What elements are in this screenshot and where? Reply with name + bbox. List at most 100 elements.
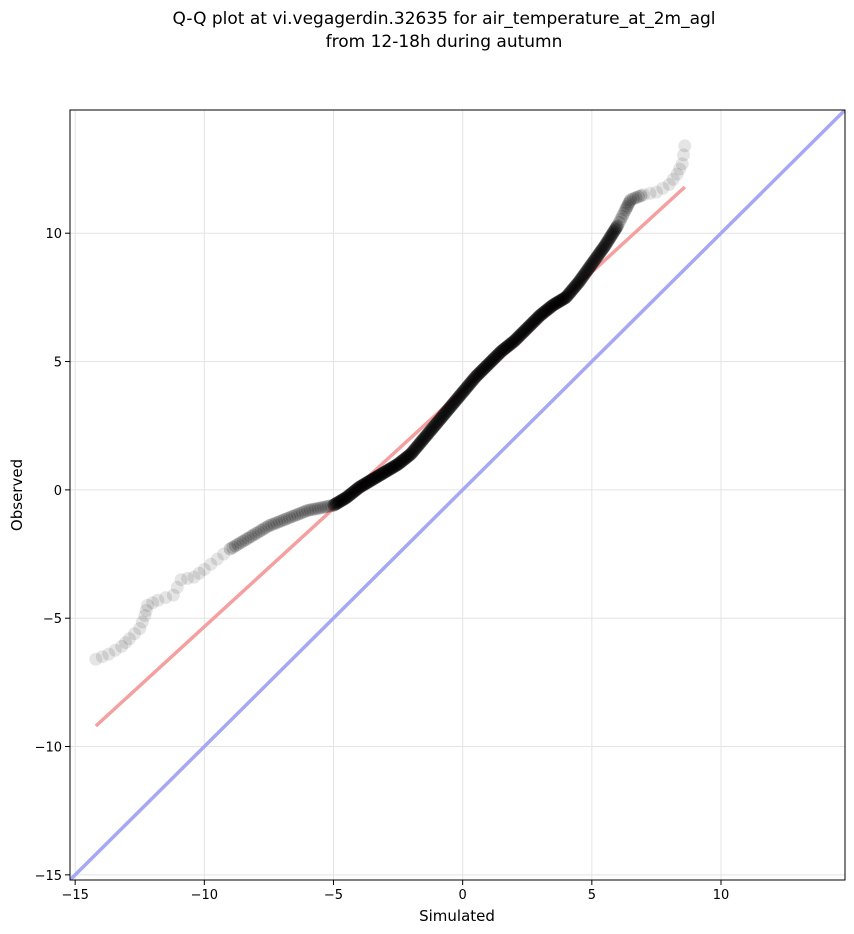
- quantile-point: [464, 376, 478, 390]
- quantile-point: [379, 464, 393, 478]
- quantile-point: [564, 284, 578, 298]
- quantile-point: [288, 509, 302, 523]
- quantile-point: [521, 320, 535, 334]
- quantile-point: [607, 224, 621, 238]
- quantile-point: [492, 347, 506, 361]
- quantile-point: [439, 405, 453, 419]
- quantile-point: [375, 467, 389, 481]
- quantile-point: [506, 335, 520, 349]
- quantile-point: [436, 408, 450, 422]
- quantile-point: [517, 324, 531, 338]
- quantile-point: [311, 501, 325, 515]
- y-tick-label: 5: [54, 356, 62, 371]
- quantile-point: [416, 432, 430, 446]
- quantile-point: [578, 266, 592, 280]
- quantile-point: [578, 267, 592, 281]
- quantile-point: [387, 459, 401, 473]
- quantile-point: [334, 494, 348, 508]
- quantile-point: [267, 517, 281, 531]
- quantile-point: [474, 364, 488, 378]
- quantile-point: [301, 503, 315, 517]
- quantile-point: [505, 336, 519, 350]
- quantile-point: [503, 337, 517, 351]
- quantile-point: [223, 542, 237, 556]
- quantile-point: [374, 467, 388, 481]
- quantile-point: [306, 502, 320, 516]
- quantile-point: [446, 396, 460, 410]
- quantile-point: [423, 424, 437, 438]
- quantile-point: [351, 481, 365, 495]
- quantile-point: [574, 272, 588, 286]
- quantile-point: [451, 391, 465, 405]
- quantile-point: [358, 477, 372, 491]
- quantile-point: [368, 471, 382, 485]
- quantile-point: [337, 492, 351, 506]
- quantile-point: [666, 172, 680, 186]
- quantile-point: [343, 488, 357, 502]
- quantile-point: [139, 604, 153, 617]
- quantile-point: [387, 460, 401, 474]
- quantile-point: [383, 462, 397, 476]
- quantile-point: [405, 445, 419, 459]
- quantile-point: [441, 403, 455, 417]
- fit-line: [94, 185, 687, 728]
- quantile-point: [360, 476, 374, 490]
- quantile-point: [339, 491, 353, 505]
- quantile-point: [367, 472, 381, 486]
- quantile-point: [95, 650, 109, 664]
- quantile-point: [290, 508, 304, 522]
- quantile-point: [432, 414, 446, 428]
- quantile-point: [547, 298, 561, 312]
- quantile-point: [498, 341, 512, 355]
- x-tick-label: −15: [61, 888, 88, 903]
- quantile-point: [553, 294, 567, 308]
- quantile-point: [385, 461, 399, 475]
- quantile-point: [410, 440, 424, 454]
- quantile-point: [386, 460, 400, 474]
- quantile-point: [557, 292, 571, 306]
- quantile-point: [594, 244, 608, 258]
- quantile-point: [518, 323, 532, 337]
- quantile-point: [197, 562, 211, 576]
- quantile-point: [138, 609, 152, 623]
- quantile-point: [377, 465, 391, 479]
- quantile-point: [522, 319, 536, 333]
- quantile-point: [391, 457, 405, 471]
- quantile-point: [614, 212, 628, 226]
- quantile-point: [555, 293, 569, 307]
- quantile-point: [397, 453, 411, 467]
- quantile-point: [569, 278, 583, 292]
- quantile-point: [475, 364, 489, 378]
- quantile-point: [565, 283, 579, 297]
- quantile-point: [624, 193, 638, 207]
- quantile-point: [241, 531, 255, 545]
- quantile-point: [525, 317, 539, 331]
- quantile-point: [575, 271, 589, 285]
- quantile-point: [376, 466, 390, 480]
- quantile-point: [361, 475, 375, 489]
- quantile-point: [174, 573, 188, 587]
- quantile-point: [410, 439, 424, 453]
- quantile-point: [463, 377, 477, 391]
- quantile-point: [577, 268, 591, 282]
- quantile-point: [490, 349, 504, 363]
- quantile-point: [370, 470, 384, 484]
- quantile-point: [534, 308, 548, 322]
- axis-ticks: −15 −10 −5 0 5 10 −15 −10 −5 0 5 10: [35, 227, 730, 903]
- quantile-point: [365, 473, 379, 487]
- quantile-point: [298, 504, 312, 518]
- quantile-point: [523, 318, 537, 332]
- quantile-point: [579, 265, 593, 279]
- quantile-point: [532, 310, 546, 324]
- quantile-point: [583, 259, 597, 273]
- quantile-point: [159, 591, 173, 605]
- quantile-point: [606, 226, 620, 240]
- quantile-point: [445, 398, 459, 412]
- quantile-point: [303, 503, 317, 517]
- x-axis-label: Simulated: [419, 907, 495, 925]
- quantile-point: [319, 500, 333, 514]
- quantile-point: [536, 306, 550, 320]
- quantile-point: [441, 402, 455, 416]
- quantile-point: [535, 307, 549, 321]
- quantile-point: [626, 192, 640, 206]
